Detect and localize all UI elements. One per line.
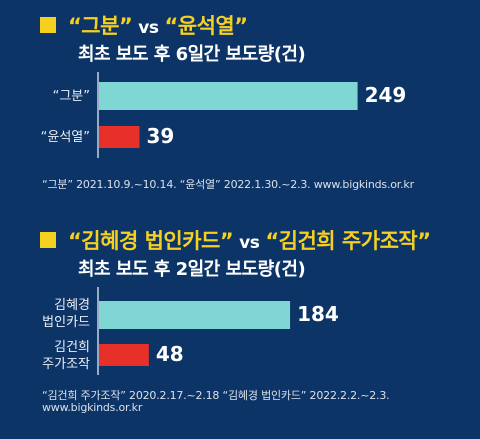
chart-1-source-note: “그분” 2021.10.9.~10.14. “윤석열” 2022.1.30.~… (42, 178, 414, 191)
title-square-icon (40, 232, 56, 248)
chart-2-title: “김혜경 법인카드” vs “김건희 주가조작” (40, 225, 431, 255)
bar-1-value-label: 184 (297, 302, 339, 326)
bar-2 (99, 344, 149, 366)
bar-1-value-label: 249 (364, 83, 407, 107)
bar-2 (99, 126, 140, 148)
category-label-2: 김건희 주가조작 (42, 340, 90, 372)
category-label-1: 김혜경 법인카드 (42, 298, 90, 330)
bar-2-value-label: 48 (155, 342, 184, 366)
chart-1-svg (97, 72, 358, 158)
chart-2-plot: 184 김혜경 법인카드 48 김건희 주가조작 (0, 215, 480, 415)
title-left: “김혜경 법인카드” (68, 229, 234, 253)
title-vs: vs (138, 18, 159, 38)
chart-1-subtitle: 최초 보도 후 6일간 보도량(건) (78, 44, 306, 65)
chart-1-title: “그분” vs “윤석열” (40, 10, 248, 40)
chart-2-source-note-line-2: www.bigkinds.or.kr (42, 401, 143, 414)
title-right: “윤석열” (164, 14, 248, 38)
chart-2-subtitle: 최초 보도 후 2일간 보도량(건) (78, 259, 306, 280)
chart-panel-1: “그분” vs “윤석열” 최초 보도 후 6일간 보도량(건) 249 “그분” 39… (0, 0, 480, 200)
category-label-1: “그분” (52, 89, 90, 104)
title-vs: vs (239, 233, 260, 253)
title-right: “김건희 주가조작” (265, 229, 431, 253)
category-label-2: “윤석열” (40, 130, 90, 145)
bar-1 (99, 82, 358, 110)
title-square-icon (40, 17, 56, 33)
title-left: “그분” (68, 14, 133, 38)
bar-1 (99, 301, 291, 329)
bar-2-value-label: 39 (146, 124, 175, 148)
chart-2-svg (97, 287, 291, 375)
chart-2-source-note-line-1: “김건희 주가조작” 2020.2.17.~2.18 “김혜경 법인카드” 20… (42, 389, 390, 402)
chart-panel-2: “김혜경 법인카드” vs “김건희 주가조작” 최초 보도 후 2일간 보도량(건… (0, 215, 480, 439)
chart-1-plot: 249 “그분” 39 “윤석열” (0, 0, 480, 200)
